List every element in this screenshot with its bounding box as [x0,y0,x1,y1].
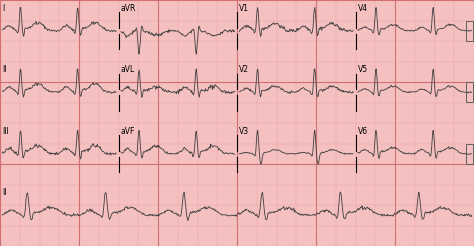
Text: II: II [2,65,7,74]
Text: III: III [2,127,9,136]
Text: V5: V5 [358,65,368,74]
Text: V1: V1 [239,4,249,13]
Text: aVL: aVL [121,65,135,74]
Bar [466,82,473,102]
Text: V4: V4 [358,4,368,13]
Text: aVR: aVR [121,4,136,13]
Text: I: I [2,4,5,13]
Text: aVF: aVF [121,127,135,136]
Text: V6: V6 [358,127,368,136]
Bar [466,21,473,41]
Bar [466,144,473,164]
Text: V3: V3 [239,127,249,136]
Text: V2: V2 [239,65,249,74]
Text: II: II [2,188,7,197]
